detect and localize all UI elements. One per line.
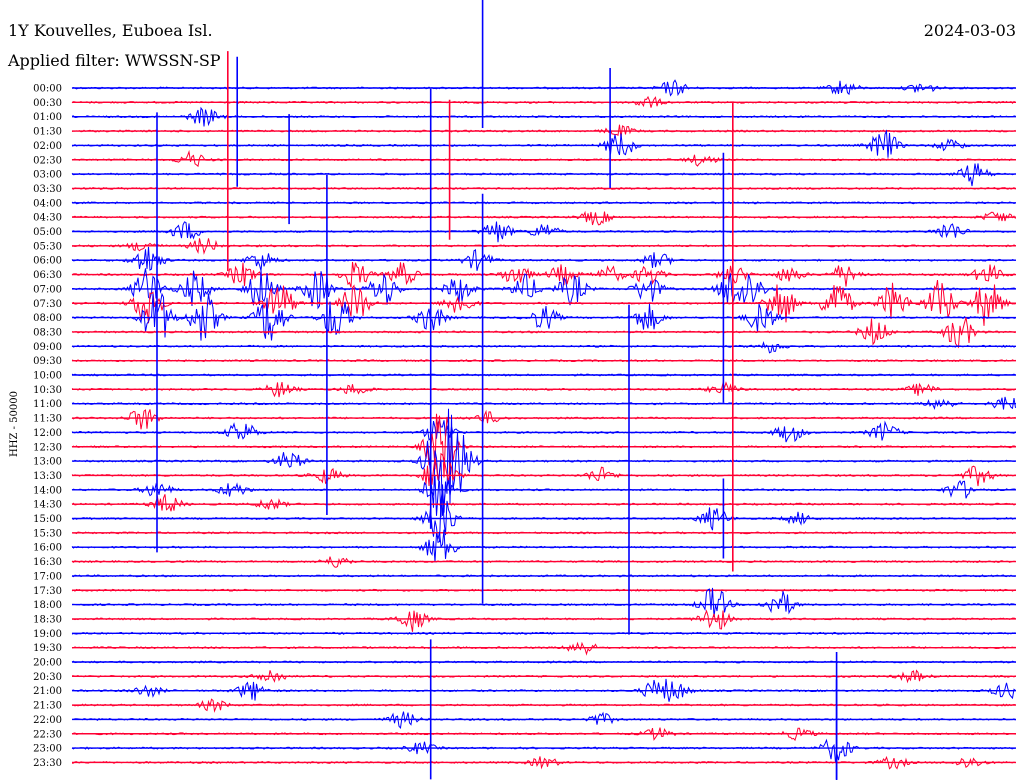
time-tick-label: 05:30 bbox=[33, 241, 62, 252]
date-label: 2024-03-03 bbox=[924, 21, 1016, 40]
time-tick-label: 07:00 bbox=[33, 284, 62, 295]
trace-line bbox=[71, 149, 1016, 168]
trace-line bbox=[71, 408, 1016, 518]
time-tick-label: 06:00 bbox=[33, 256, 62, 267]
time-tick-label: 06:30 bbox=[33, 270, 62, 281]
time-tick-label: 18:00 bbox=[33, 600, 62, 611]
time-tick-label: 04:30 bbox=[33, 213, 62, 224]
time-tick-label: 01:30 bbox=[33, 127, 62, 138]
trace-line bbox=[72, 587, 1016, 617]
trace-line bbox=[71, 418, 1016, 443]
time-tick-label: 19:30 bbox=[33, 643, 62, 654]
trace-line bbox=[71, 459, 1016, 516]
time-tick-label: 04:00 bbox=[33, 198, 62, 209]
time-tick-label: 17:00 bbox=[33, 571, 62, 582]
time-tick-label: 22:30 bbox=[33, 729, 62, 740]
trace-line bbox=[71, 641, 1016, 656]
time-tick-label: 13:00 bbox=[33, 457, 62, 468]
time-tick-label: 19:00 bbox=[33, 629, 62, 640]
time-tick-label: 23:30 bbox=[33, 758, 62, 769]
trace-line bbox=[71, 529, 1016, 563]
time-tick-label: 02:30 bbox=[33, 155, 62, 166]
time-tick-label: 12:30 bbox=[33, 442, 62, 453]
seismic-traces bbox=[71, 0, 1016, 780]
trace-line bbox=[71, 452, 1016, 487]
station-title: 1Y Kouvelles, Euboea Isl. bbox=[8, 21, 213, 40]
time-tick-label: 20:30 bbox=[33, 672, 62, 683]
filter-label: Applied filter: WWSSN-SP bbox=[7, 51, 221, 70]
trace-line bbox=[71, 129, 1016, 158]
time-tick-label: 13:30 bbox=[33, 471, 62, 482]
time-tick-label: 11:30 bbox=[33, 414, 62, 425]
time-tick-label: 11:00 bbox=[33, 399, 62, 410]
time-tick-label: 21:30 bbox=[33, 701, 62, 712]
channel-label: HHZ - 50000 bbox=[9, 391, 20, 457]
trace-line bbox=[71, 246, 1016, 271]
trace-line bbox=[71, 494, 1016, 512]
time-tick-label: 16:00 bbox=[33, 543, 62, 554]
time-tick-label: 09:30 bbox=[33, 356, 62, 367]
time-tick-label: 16:30 bbox=[33, 557, 62, 568]
time-tick-label: 02:00 bbox=[33, 141, 62, 152]
time-tick-label: 15:30 bbox=[33, 528, 62, 539]
trace-line bbox=[71, 738, 1016, 763]
time-tick-label: 05:00 bbox=[33, 227, 62, 238]
time-tick-label: 03:00 bbox=[33, 170, 62, 181]
trace-line bbox=[71, 413, 1016, 478]
time-tick-label: 12:00 bbox=[33, 428, 62, 439]
time-tick-label: 23:00 bbox=[33, 744, 62, 755]
time-tick-label: 09:00 bbox=[33, 342, 62, 353]
time-tick-label: 14:30 bbox=[33, 500, 62, 511]
time-tick-label: 22:00 bbox=[33, 715, 62, 726]
time-tick-label: 15:00 bbox=[33, 514, 62, 525]
time-tick-label: 20:00 bbox=[33, 658, 62, 669]
trace-line bbox=[71, 609, 1016, 632]
trace-line bbox=[71, 489, 1016, 544]
time-axis: 00:00 00:30 01:00 01:30 02:00 02:30 03:00 03:30… bbox=[33, 84, 62, 769]
time-tick-label: 21:00 bbox=[33, 686, 62, 697]
time-tick-label: 00:00 bbox=[33, 84, 62, 95]
time-tick-label: 01:00 bbox=[33, 112, 62, 123]
time-tick-label: 00:30 bbox=[33, 98, 62, 109]
trace-line bbox=[71, 341, 1016, 354]
time-tick-label: 18:30 bbox=[33, 614, 62, 625]
time-tick-label: 17:30 bbox=[33, 586, 62, 597]
time-tick-label: 14:00 bbox=[33, 485, 62, 496]
trace-line bbox=[71, 409, 1016, 430]
time-tick-label: 08:30 bbox=[33, 327, 62, 338]
time-tick-label: 10:30 bbox=[33, 385, 62, 396]
time-tick-label: 03:30 bbox=[33, 184, 62, 195]
time-tick-label: 07:30 bbox=[33, 299, 62, 310]
trace-line bbox=[71, 210, 1016, 226]
time-tick-label: 08:00 bbox=[33, 313, 62, 324]
time-tick-label: 10:00 bbox=[33, 371, 62, 382]
